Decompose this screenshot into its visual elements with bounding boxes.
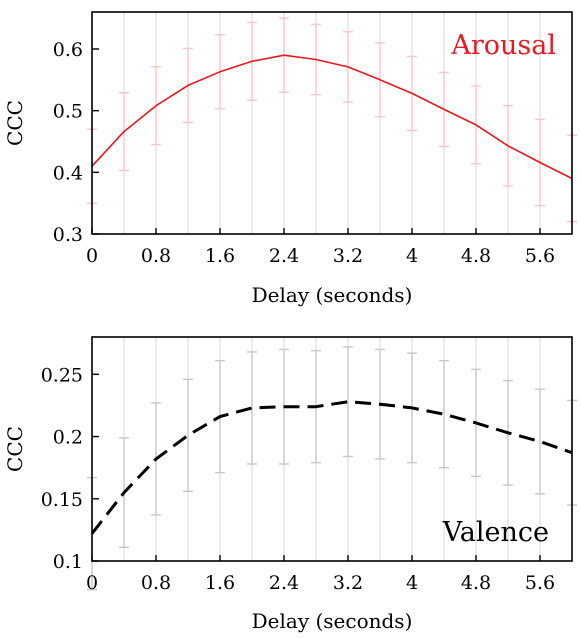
y-tick-label: 0.15: [41, 489, 83, 511]
x-tick-label: 3.2: [333, 245, 363, 267]
panel-title: Arousal: [450, 30, 556, 61]
y-tick-label: 0.3: [53, 224, 83, 246]
x-tick-label: 2.4: [269, 245, 299, 267]
x-axis-label: Delay (seconds): [252, 609, 413, 633]
error-bar: [247, 351, 257, 465]
chart-panel-1: 0.3 0.4 0.5 0.6 0 0.8 1.6 2.4 3.2 4 4.8 5.6 Delay (s…: [3, 11, 577, 307]
series-line: [90, 400, 573, 535]
x-tick-label: 1.6: [205, 245, 235, 267]
x-tick-label: 2.4: [269, 572, 299, 594]
x-tick-label: 0: [86, 245, 98, 267]
x-tick-label: 0.8: [141, 572, 171, 594]
y-tick-label: 0.25: [41, 364, 83, 386]
panel-title: Valence: [442, 517, 549, 548]
plot-frame: [91, 11, 573, 235]
series-line: [91, 54, 573, 180]
x-tick-label: 4: [406, 572, 418, 594]
x-axis-label: Delay (seconds): [252, 283, 413, 307]
x-tick-label: 4.8: [461, 572, 491, 594]
x-tick-label: 0: [86, 572, 98, 594]
y-tick-label: 0.2: [53, 427, 83, 449]
error-bar: [343, 346, 353, 458]
y-tick-label: 0.5: [53, 101, 83, 123]
y-tick-label: 0.1: [53, 551, 83, 573]
x-tick-label: 4.8: [461, 245, 491, 267]
plot-frame: [91, 336, 573, 562]
x-tick-label: 4: [406, 245, 418, 267]
y-tick-label: 0.6: [53, 39, 83, 61]
x-tick-label: 0.8: [141, 245, 171, 267]
y-tick-label: 0.4: [53, 162, 83, 184]
error-bar: [535, 388, 545, 495]
x-tick-label: 5.6: [525, 572, 555, 594]
error-bar: [439, 359, 449, 469]
chart-panel-2: 0.1 0.15 0.2 0.25 0 0.8 1.6 2.4 3.2 4 4.8 5.6 Delay …: [3, 336, 577, 633]
y-axis-label: CCC: [3, 100, 27, 146]
y-axis-label: CCC: [3, 426, 27, 472]
error-bar: [183, 378, 193, 493]
x-tick-label: 3.2: [333, 572, 363, 594]
x-tick-label: 1.6: [205, 572, 235, 594]
x-tick-label: 5.6: [525, 245, 555, 267]
